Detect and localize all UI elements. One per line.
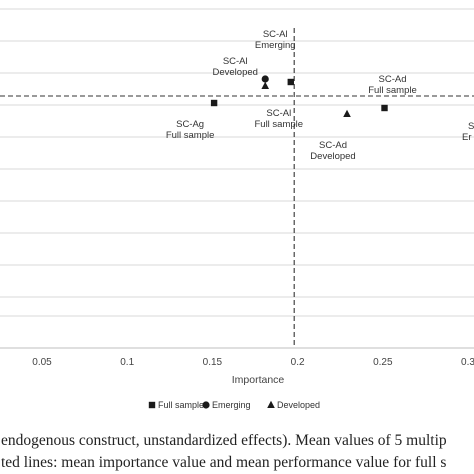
figure-caption-line-1: endogenous construct, unstandardized eff… — [1, 432, 447, 449]
square-point — [381, 104, 388, 112]
triangle-point — [343, 109, 351, 117]
x-tick-label: 0.3 — [461, 357, 474, 368]
mean-reference-lines — [0, 28, 474, 348]
legend-square-marker — [148, 401, 156, 409]
horizontal-gridlines — [0, 8, 474, 317]
point-label: SC-Al — [266, 108, 291, 119]
x-axis: 0.05 0.1 0.15 0.2 0.25 0.3 — [0, 347, 474, 368]
x-tick-label: 0.1 — [120, 357, 134, 368]
x-tick-label: 0.2 — [291, 357, 305, 368]
point-label: SC-Ad — [379, 74, 407, 85]
legend: Full sample Emerging Developed — [148, 400, 320, 410]
point-label-sub: Emerging — [255, 40, 296, 51]
point-label-sub: Full sample — [254, 119, 303, 130]
triangle-point — [261, 81, 270, 89]
legend-triangle-marker — [267, 400, 275, 408]
point-label-sub: Developed — [213, 67, 258, 78]
point-label: SC-Al — [223, 56, 248, 67]
point-label-sub: Full sample — [368, 85, 417, 96]
x-tick-label: 0.15 — [203, 357, 223, 368]
point-label-sub: Developed — [310, 151, 355, 162]
point-label: SC-Ad — [319, 140, 347, 151]
x-axis-title: Importance — [232, 374, 285, 386]
circle-point — [261, 75, 269, 83]
point-label: SC-Ag — [176, 119, 204, 130]
data-points — [210, 75, 388, 117]
point-label-sub: Er — [462, 132, 472, 143]
figure-caption-line-2: ted lines: mean importance value and mea… — [1, 454, 447, 471]
legend-label: Full sample — [158, 400, 204, 410]
legend-label: Developed — [277, 400, 320, 410]
square-point — [210, 99, 218, 107]
x-tick-label: 0.25 — [373, 357, 393, 368]
point-label: SC — [468, 121, 474, 132]
x-tick-label: 0.05 — [32, 357, 52, 368]
point-label: SC-Al — [263, 29, 288, 40]
legend-circle-marker — [202, 401, 210, 409]
point-label-sub: Full sample — [166, 130, 215, 141]
square-point — [287, 78, 294, 86]
legend-label: Emerging — [212, 400, 251, 410]
